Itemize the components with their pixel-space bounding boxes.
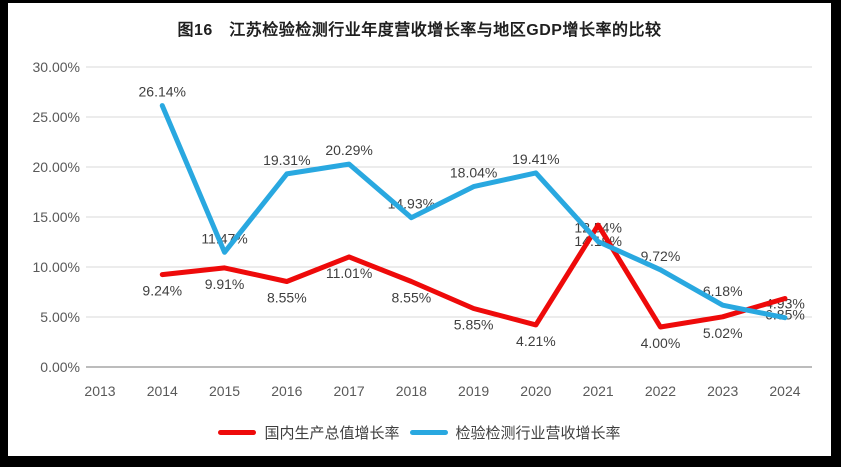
y-tick-label: 0.00%: [40, 359, 80, 375]
data-label: 6.85%: [765, 307, 805, 323]
industry-line-swatch-icon: [409, 429, 448, 435]
data-label: 18.04%: [450, 165, 497, 181]
data-label: 19.31%: [263, 152, 310, 168]
data-label: 9.24%: [142, 283, 182, 299]
data-label: 20.29%: [325, 142, 372, 158]
chart-legend: 国内生产总值增长率 检验检测行业营收增长率: [8, 421, 831, 443]
x-tick-label: 2017: [334, 383, 365, 399]
y-tick-label: 10.00%: [33, 259, 80, 275]
y-tick-label: 5.00%: [40, 309, 80, 325]
x-tick-label: 2018: [396, 383, 427, 399]
gdp-line-swatch-icon: [218, 429, 257, 435]
x-tick-label: 2013: [84, 383, 115, 399]
legend-label-industry: 检验检测行业营收增长率: [455, 424, 621, 442]
x-tick-label: 2022: [645, 383, 676, 399]
y-tick-label: 20.00%: [33, 159, 80, 175]
series-line-gdp: [159, 222, 788, 330]
legend-label-gdp: 国内生产总值增长率: [264, 424, 400, 442]
data-label: 26.14%: [139, 84, 186, 100]
y-tick-label: 25.00%: [33, 109, 80, 125]
x-tick-label: 2023: [707, 383, 738, 399]
x-tick-label: 2024: [769, 383, 800, 399]
data-label: 9.91%: [205, 276, 245, 292]
data-label: 8.55%: [267, 290, 307, 306]
chart-card: [8, 3, 831, 456]
legend-item-gdp: 国内生产总值增长率: [218, 422, 400, 443]
data-label: 8.55%: [391, 290, 431, 306]
x-tick-label: 2015: [209, 383, 240, 399]
data-label: 9.72%: [641, 248, 681, 264]
x-tick-label: 2016: [271, 383, 302, 399]
data-label: 5.85%: [454, 317, 494, 333]
x-tick-label: 2019: [458, 383, 489, 399]
data-label: 5.02%: [703, 325, 743, 341]
data-label: 4.21%: [516, 333, 556, 349]
y-tick-label: 15.00%: [33, 209, 80, 225]
chart-title: 图16 江苏检验检测行业年度营收增长率与地区GDP增长率的比较: [177, 22, 662, 39]
legend-item-industry: 检验检测行业营收增长率: [409, 422, 621, 443]
data-label: 11.01%: [326, 265, 372, 281]
data-label: 4.00%: [641, 335, 681, 351]
data-label: 19.41%: [512, 151, 559, 167]
x-tick-label: 2021: [583, 383, 614, 399]
data-label: 6.18%: [703, 283, 743, 299]
series-line-industry: [159, 103, 788, 321]
x-tick-label: 2020: [520, 383, 551, 399]
y-tick-label: 30.00%: [33, 59, 80, 75]
x-tick-label: 2014: [147, 383, 178, 399]
